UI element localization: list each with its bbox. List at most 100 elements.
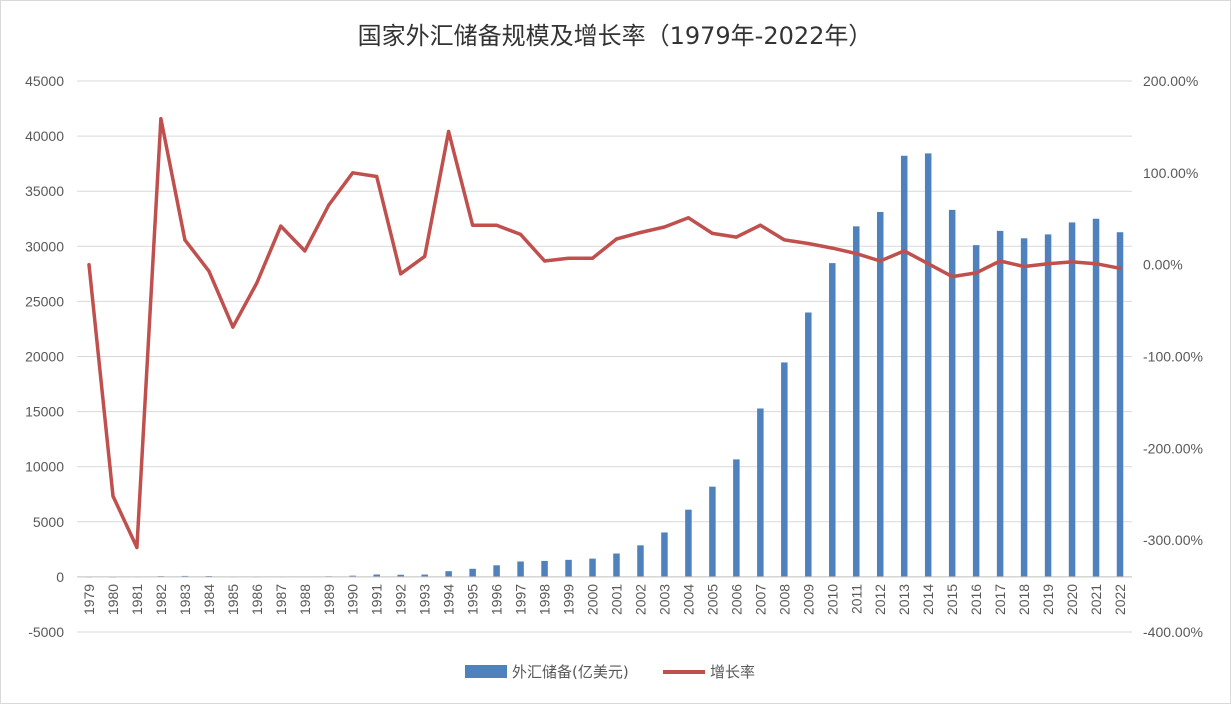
bar-2001 <box>613 553 620 577</box>
x-tick-label: 2010 <box>824 584 840 615</box>
left-tick-label: 15000 <box>25 404 64 420</box>
growth-point-1995 <box>471 223 475 227</box>
growth-point-2020 <box>1070 260 1074 264</box>
growth-point-1980 <box>111 494 115 498</box>
x-tick-label: 1998 <box>537 584 553 615</box>
growth-line <box>87 116 1122 550</box>
left-tick-label: -5000 <box>28 624 64 640</box>
x-tick-label: 1985 <box>225 584 241 615</box>
x-axis-ticks: 1979 1980 1981 1982 1983 1984 1985 1986 1987 1988… <box>81 584 1128 615</box>
bar-2019 <box>1044 234 1052 577</box>
growth-point-2005 <box>710 231 714 236</box>
left-tick-label: 35000 <box>25 183 64 199</box>
bar-2015 <box>948 209 956 577</box>
right-tick-label: 200.00% <box>1143 73 1198 89</box>
growth-point-2013 <box>902 249 906 253</box>
right-tick-label: -100.00% <box>1143 349 1203 365</box>
x-tick-label: 2011 <box>848 584 864 614</box>
bar-2005 <box>709 486 716 577</box>
x-tick-label: 2005 <box>704 584 720 615</box>
bar-1995 <box>469 568 476 577</box>
x-tick-label: 1999 <box>561 584 577 615</box>
growth-point-2021 <box>1094 262 1098 266</box>
growth-point-1994 <box>447 129 451 134</box>
left-tick-label: 25000 <box>25 293 64 309</box>
x-tick-label: 1982 <box>153 584 169 615</box>
bar-2007 <box>757 408 764 577</box>
growth-point-1984 <box>207 269 211 273</box>
bar-2010 <box>829 263 836 577</box>
growth-point-2018 <box>1022 264 1026 269</box>
x-tick-label: 2020 <box>1064 584 1080 615</box>
legend: 外汇储备(亿美元) 增长率 <box>465 663 755 681</box>
growth-point-1981 <box>135 545 139 550</box>
bar-2008 <box>781 362 788 577</box>
bar-2020 <box>1068 222 1076 577</box>
growth-point-2011 <box>854 252 858 256</box>
growth-point-1992 <box>399 272 403 276</box>
growth-point-2017 <box>998 259 1002 263</box>
left-tick-label: 10000 <box>25 459 64 475</box>
x-tick-label: 2004 <box>680 584 696 615</box>
growth-point-1998 <box>542 259 547 263</box>
growth-point-1983 <box>183 238 187 242</box>
bar-2003 <box>661 532 668 577</box>
right-tick-label: 0.00% <box>1143 257 1183 273</box>
x-tick-label: 1980 <box>105 584 121 615</box>
x-tick-label: 1986 <box>249 584 265 615</box>
bar-2000 <box>589 558 596 577</box>
x-tick-label: 2014 <box>920 584 936 615</box>
growth-point-2007 <box>758 223 762 227</box>
x-tick-label: 2022 <box>1112 584 1128 615</box>
x-tick-label: 1988 <box>297 584 313 615</box>
x-tick-label: 1984 <box>201 584 217 615</box>
x-tick-label: 1996 <box>489 584 505 615</box>
left-tick-label: 30000 <box>25 238 64 254</box>
bar-1998 <box>541 560 548 577</box>
x-tick-label: 2003 <box>656 584 672 615</box>
left-axis-ticks: -5000 0 5000 10000 15000 20000 25000 30000 35000… <box>25 73 64 640</box>
bar-2017 <box>996 230 1004 577</box>
growth-point-1991 <box>375 174 379 179</box>
right-tick-label: 100.00% <box>1143 165 1198 181</box>
left-tick-label: 5000 <box>33 514 64 530</box>
growth-point-2012 <box>878 259 882 263</box>
growth-point-1986 <box>255 281 259 285</box>
bar-1993 <box>421 574 428 577</box>
x-tick-label: 2013 <box>896 584 912 615</box>
x-tick-label: 2012 <box>872 584 888 615</box>
growth-point-1999 <box>566 256 571 260</box>
legend-line-label: 增长率 <box>710 663 755 681</box>
gridlines <box>77 80 1132 633</box>
growth-point-1979 <box>87 263 91 267</box>
bar-2006 <box>733 459 740 577</box>
right-tick-label: -200.00% <box>1143 440 1203 456</box>
bar-2016 <box>972 245 980 577</box>
x-tick-label: 2015 <box>944 584 960 615</box>
x-tick-label: 2019 <box>1040 584 1056 615</box>
legend-bar-swatch <box>465 665 507 678</box>
growth-point-2019 <box>1046 262 1050 266</box>
x-tick-label: 2016 <box>968 584 984 615</box>
legend-bar-label: 外汇储备(亿美元) <box>512 663 629 681</box>
bar-1999 <box>565 559 572 577</box>
bar-1992 <box>397 574 404 577</box>
left-tick-label: 20000 <box>25 349 64 365</box>
growth-point-2002 <box>638 230 643 235</box>
x-tick-label: 1995 <box>465 584 481 615</box>
line-series <box>87 116 1122 550</box>
growth-point-2009 <box>806 241 810 246</box>
bar-2018 <box>1020 238 1028 577</box>
growth-point-2010 <box>830 246 834 250</box>
bar-2004 <box>685 509 692 577</box>
growth-point-1985 <box>231 325 235 329</box>
growth-point-2006 <box>734 235 738 239</box>
x-tick-label: 1983 <box>177 584 193 615</box>
x-tick-label: 2018 <box>1016 584 1032 615</box>
x-tick-label: 2006 <box>728 584 744 615</box>
right-axis-ticks: -400.00% -300.00% -200.00% -100.00% 0.00% 100… <box>1143 73 1203 640</box>
x-tick-label: 1992 <box>393 584 409 615</box>
growth-point-2016 <box>974 271 978 275</box>
x-tick-label: 2008 <box>776 584 792 615</box>
bar-2013 <box>900 155 908 577</box>
